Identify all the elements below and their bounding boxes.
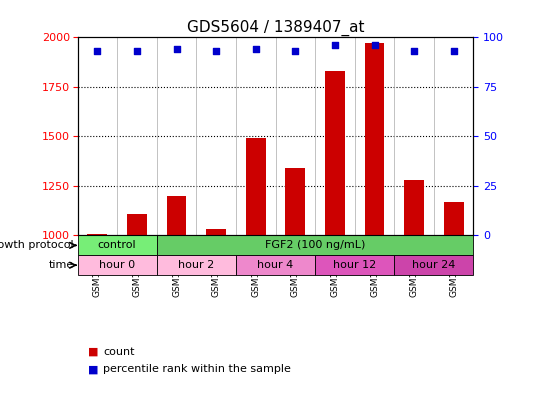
Point — [291, 48, 300, 54]
Bar — [325, 71, 345, 235]
Bar — [286, 168, 305, 235]
Bar — [394, 255, 473, 275]
Title: GDS5604 / 1389407_at: GDS5604 / 1389407_at — [187, 20, 364, 36]
Text: ■: ■ — [88, 347, 99, 357]
Point — [133, 48, 141, 54]
Bar — [157, 255, 236, 275]
Text: hour 0: hour 0 — [99, 260, 135, 270]
Point — [172, 46, 181, 52]
Bar — [236, 255, 315, 275]
Text: hour 24: hour 24 — [412, 260, 456, 270]
Bar — [157, 235, 473, 255]
Text: ■: ■ — [88, 364, 99, 375]
Bar — [246, 138, 265, 235]
Text: time: time — [48, 260, 74, 270]
Point — [93, 48, 102, 54]
Bar — [365, 43, 385, 235]
Point — [212, 48, 220, 54]
Bar — [78, 255, 157, 275]
Point — [449, 48, 458, 54]
Bar — [78, 235, 157, 255]
Point — [410, 48, 418, 54]
Point — [331, 42, 339, 48]
Text: hour 2: hour 2 — [178, 260, 215, 270]
Text: hour 12: hour 12 — [333, 260, 376, 270]
Bar — [404, 180, 424, 235]
Bar — [444, 202, 464, 235]
Bar — [207, 229, 226, 235]
Text: count: count — [103, 347, 135, 357]
Text: hour 4: hour 4 — [257, 260, 294, 270]
Text: control: control — [98, 241, 136, 250]
Point — [251, 46, 260, 52]
Point — [370, 42, 379, 48]
Bar — [127, 214, 147, 235]
Text: FGF2 (100 ng/mL): FGF2 (100 ng/mL) — [265, 241, 365, 250]
Bar — [315, 255, 394, 275]
Text: growth protocol: growth protocol — [0, 241, 74, 250]
Bar — [166, 196, 186, 235]
Text: percentile rank within the sample: percentile rank within the sample — [103, 364, 291, 375]
